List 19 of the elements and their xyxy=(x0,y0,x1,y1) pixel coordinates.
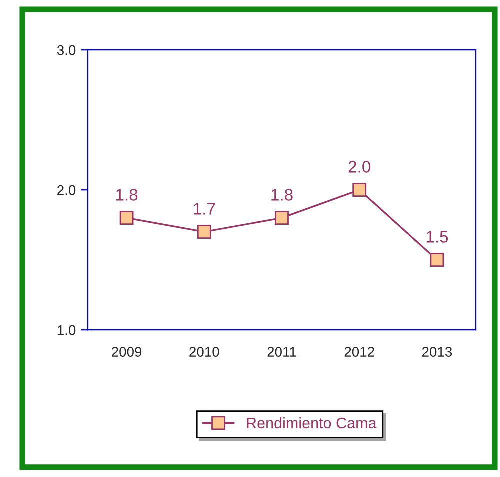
x-tick-label: 2010 xyxy=(190,347,220,357)
y-tick-label: 3.0 xyxy=(57,45,76,56)
x-tick-label: 2011 xyxy=(268,347,296,357)
y-tick-label: 1.0 xyxy=(58,325,76,336)
point xyxy=(275,211,289,226)
point xyxy=(120,211,134,226)
legend-label: Rendimiento Cama xyxy=(247,417,377,429)
point xyxy=(352,183,367,198)
x-tick-label: 2009 xyxy=(112,347,142,357)
point xyxy=(197,225,212,240)
data-label: 2.0 xyxy=(348,161,371,173)
point xyxy=(430,253,444,268)
x-tick-label: 2013 xyxy=(422,347,452,357)
y-tick-label: 2.0 xyxy=(58,185,76,196)
x-tick-label: 2012 xyxy=(344,347,374,357)
data-label: 1.5 xyxy=(426,231,448,243)
data-label: 1.7 xyxy=(194,203,216,215)
data-label: 1.8 xyxy=(116,189,138,201)
data-label: 1.8 xyxy=(272,189,293,201)
